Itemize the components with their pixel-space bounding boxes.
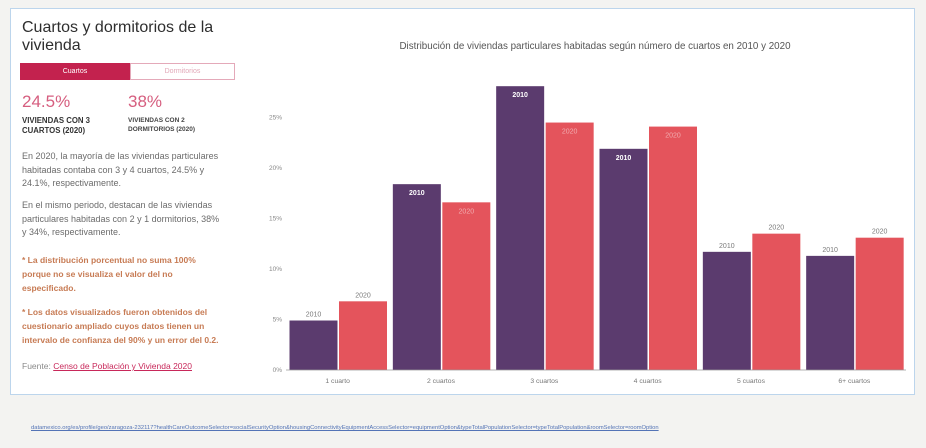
bar-data-label: 2020 <box>562 129 578 136</box>
y-tick-label: 15% <box>269 216 282 223</box>
source-link[interactable]: Censo de Población y Vivienda 2020 <box>53 361 192 371</box>
bar-data-label: 2010 <box>409 190 425 197</box>
x-tick-label: 4 cuartos <box>634 378 663 385</box>
y-tick-label: 0% <box>273 367 283 374</box>
bar-data-label: 2020 <box>355 292 371 299</box>
bar-chart: 0% 5% 10% 15% 20% 25% 2010 2020 1 cuarto 2010 2020… <box>269 86 906 385</box>
x-tick-label: 6+ cuartos <box>838 378 871 385</box>
bar-data-label: 2010 <box>306 312 322 319</box>
bar-2020[interactable] <box>649 126 697 370</box>
y-tick-label: 25% <box>269 115 282 122</box>
bar-2010[interactable] <box>392 184 441 370</box>
stat-label-bedrooms: VIVIENDAS CON 2 DORMITORIOS (2020) <box>128 117 196 133</box>
stat-value-rooms: 24.5% <box>22 92 71 111</box>
y-tick-label: 5% <box>273 317 283 324</box>
y-tick-label: 10% <box>269 266 282 273</box>
description-paragraph: En 2020, la mayoría de las viviendas par… <box>22 151 219 188</box>
bar-data-label: 2010 <box>616 155 632 162</box>
footnote: * La distribución porcentual no suma 100… <box>22 255 196 293</box>
page-url: datamexico.org/es/profile/geo/zaragoza-2… <box>31 425 659 431</box>
bar-2010[interactable] <box>496 86 545 370</box>
bar-data-label: 2020 <box>872 229 888 236</box>
tab-dormitorios[interactable]: Dormitorios <box>130 63 235 80</box>
x-tick-label: 1 cuarto <box>325 378 350 385</box>
bar-2010[interactable] <box>806 255 855 370</box>
bar-data-label: 2010 <box>822 247 838 254</box>
chart-title: Distribución de viviendas particulares h… <box>399 41 791 52</box>
bar-2010[interactable] <box>289 320 338 370</box>
x-tick-label: 3 cuartos <box>530 378 559 385</box>
bar-2020[interactable] <box>442 202 491 370</box>
stat-value-bedrooms: 38% <box>128 92 163 111</box>
tab-cuartos[interactable]: Cuartos <box>20 63 130 80</box>
bar-2020[interactable] <box>339 301 387 370</box>
description-paragraph: En el mismo periodo, destacan de las viv… <box>22 200 220 237</box>
bar-2010[interactable] <box>702 251 751 370</box>
footnote: * Los datos visualizados fueron obtenido… <box>22 307 219 345</box>
bar-2020[interactable] <box>752 233 801 370</box>
y-tick-label: 20% <box>269 165 282 172</box>
bar-data-label: 2010 <box>719 243 735 250</box>
bar-data-label: 2020 <box>459 208 475 215</box>
section-title: Cuartos y dormitorios de la vivienda <box>22 19 214 54</box>
source-prefix: Fuente: <box>22 361 51 371</box>
bar-data-label: 2020 <box>665 133 681 140</box>
x-tick-label: 2 cuartos <box>427 378 456 385</box>
bar-data-label: 2020 <box>769 225 785 232</box>
bar-2020[interactable] <box>855 237 904 370</box>
bar-data-label: 2010 <box>512 92 528 99</box>
source-line: Fuente: Censo de Población y Vivienda 20… <box>22 360 192 372</box>
bar-2010[interactable] <box>599 148 648 370</box>
x-tick-label: 5 cuartos <box>737 378 766 385</box>
bar-2020[interactable] <box>545 122 594 370</box>
stat-label-rooms: VIVIENDAS CON 3 CUARTOS (2020) <box>22 116 91 135</box>
